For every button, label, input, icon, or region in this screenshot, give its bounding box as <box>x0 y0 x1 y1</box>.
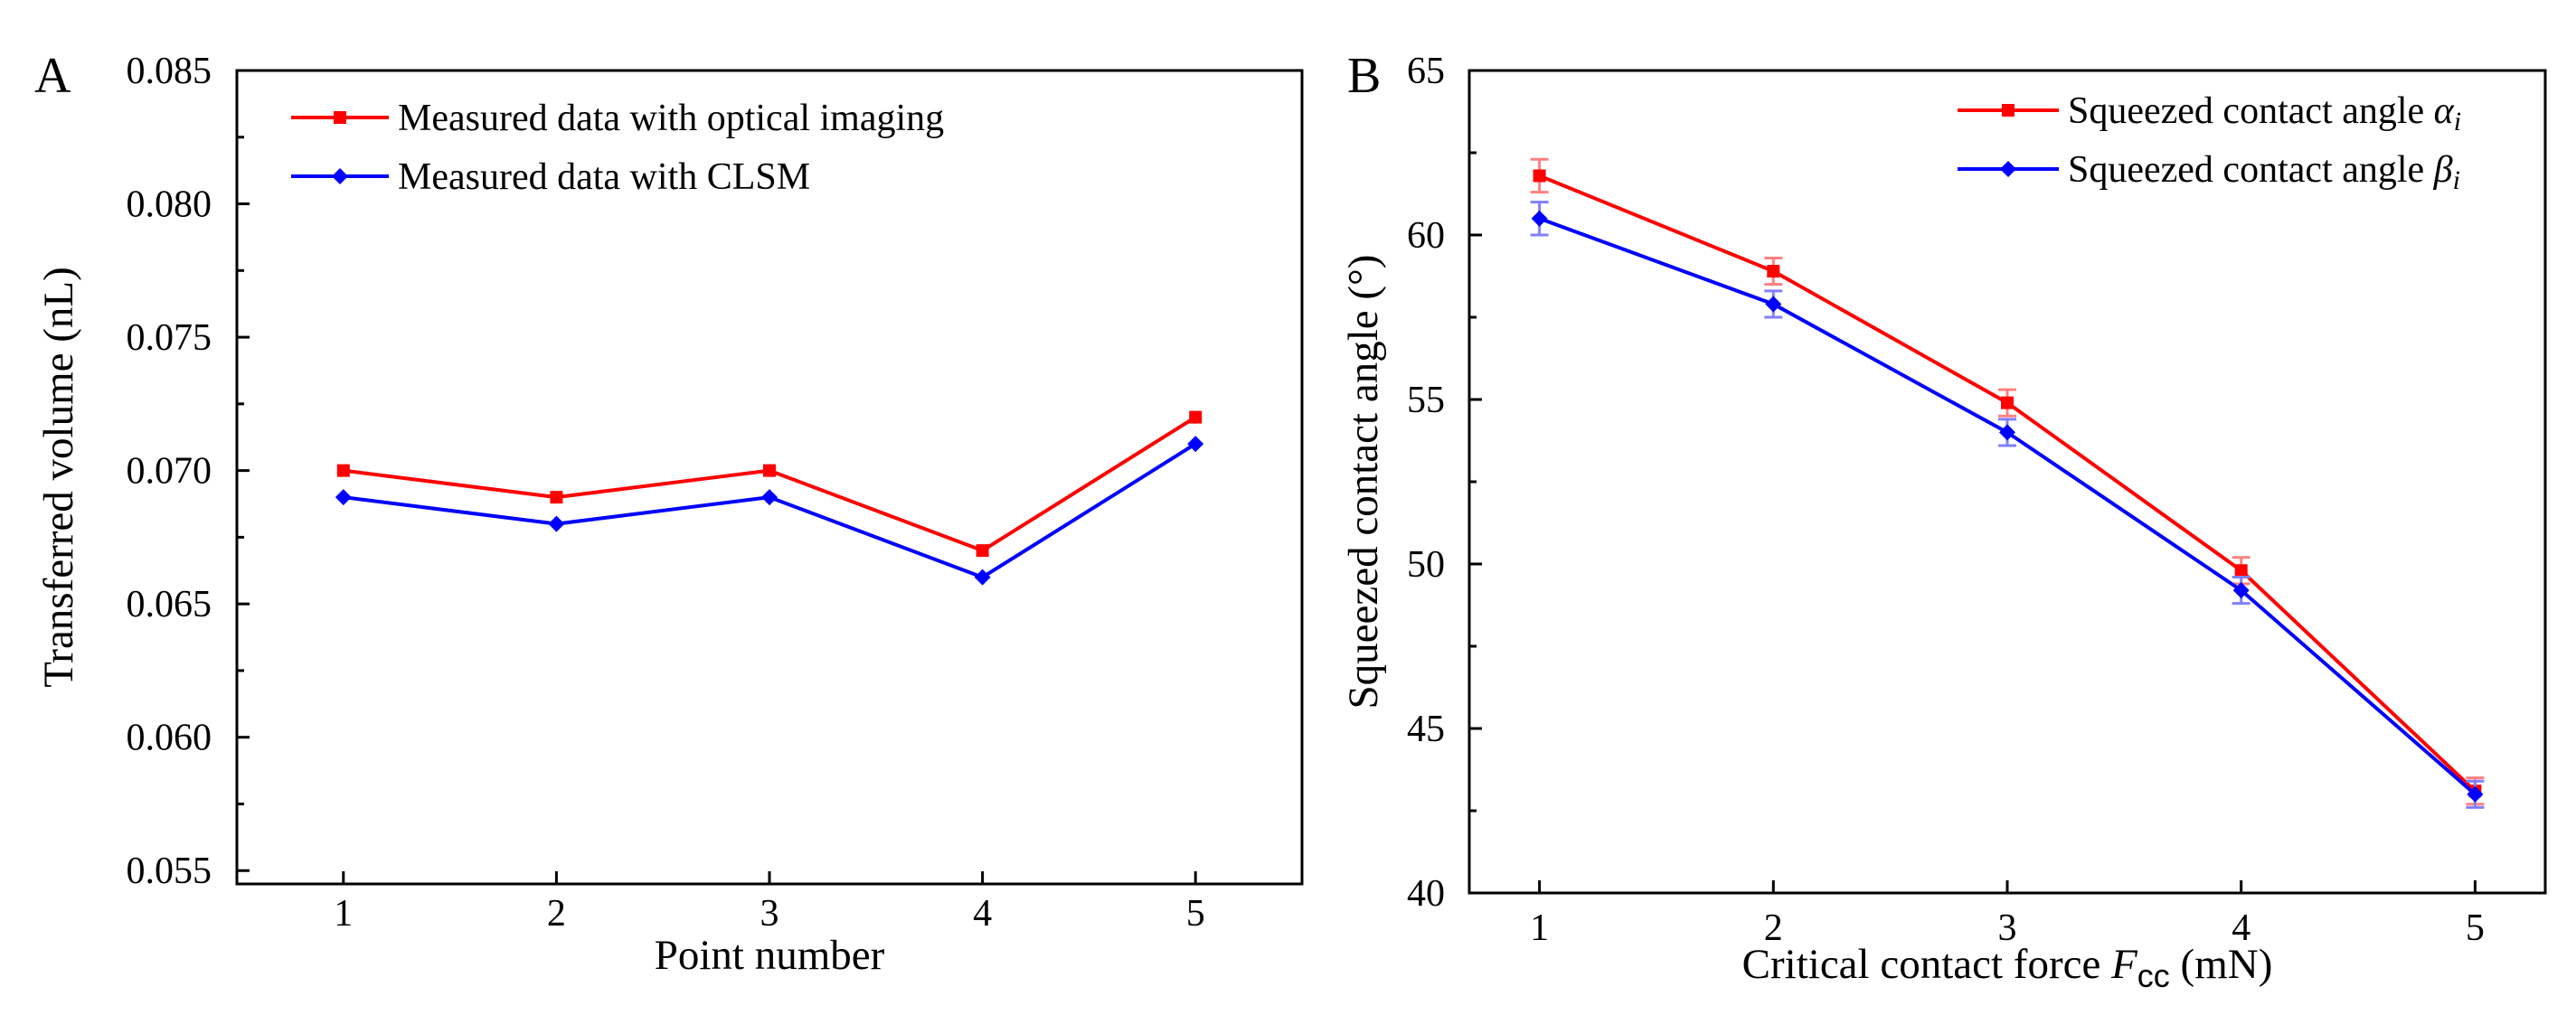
panel-b-x-axis: 1 2 3 4 5 <box>1530 880 2485 949</box>
panel-a-series-2-point <box>761 489 778 506</box>
panel-a-series-1-point <box>976 544 989 558</box>
panel-a-x-tick-label: 5 <box>1186 893 1205 935</box>
panel-a-label: A <box>34 48 71 104</box>
panel-a-y-tick-label: 0.070 <box>127 451 212 493</box>
panel-b-y-tick-label: 65 <box>1407 51 1445 92</box>
panel-a-y-tick-label: 0.075 <box>127 317 212 359</box>
legend-b-label-2-symbol: β <box>2433 149 2453 191</box>
panel-a-y-axis: 0.055 0.060 0.065 0.070 0.075 0.080 0.085 <box>127 51 250 892</box>
panel-a-series-2-point <box>548 515 565 532</box>
panel-a-series-2-point <box>974 569 991 586</box>
panel-b-series-1-point <box>1767 265 1780 278</box>
panel-a-series-1-point <box>763 464 776 477</box>
panel-b-x-tick-label: 1 <box>1530 907 1549 949</box>
panel-b-series-2-point <box>2232 582 2250 599</box>
legend-b-label-1-symbol: α <box>2434 90 2455 132</box>
panel-a-y-tick-label: 0.080 <box>127 184 212 226</box>
panel-b-x-tick-label: 2 <box>1764 907 1783 949</box>
panel-b-x-tick-label: 3 <box>1998 907 2017 949</box>
panel-b-y-tick-label: 55 <box>1407 380 1445 421</box>
legend-a-marker-2 <box>332 168 348 184</box>
panel-b-plot-frame <box>1467 69 2547 895</box>
panel-b-y-tick-label: 45 <box>1407 709 1445 750</box>
panel-a-y-tick-label: 0.055 <box>127 851 212 892</box>
panel-a-series-1-point <box>550 491 563 504</box>
panel-a-y-tick-label: 0.065 <box>127 584 212 625</box>
panel-b-y-axis: 40 45 50 55 60 65 <box>1407 51 1482 915</box>
panel-b-series-2-point <box>1765 296 1782 313</box>
panel-a-series <box>335 410 1204 586</box>
panel-a-x-tick-label: 4 <box>973 893 992 935</box>
panel-b-y-tick-label: 40 <box>1407 873 1445 915</box>
panel-b-x-title-prefix: Critical contact force <box>1742 941 2111 988</box>
panel-a-x-axis-title: Point number <box>655 932 885 979</box>
panel-a-y-axis-title: Transferred volume (nL) <box>35 267 82 688</box>
panel-b-legend: Squeezed contact angle αi Squeezed conta… <box>1958 90 2461 195</box>
panel-a-series-1-point <box>336 464 350 477</box>
panel-b-x-title-symbol: F <box>2110 941 2138 988</box>
legend-b-label-2-prefix: Squeezed contact angle <box>2068 149 2434 191</box>
panel-b-series-2-line <box>1538 216 2477 796</box>
panel-a-series-2-point <box>335 489 352 506</box>
panel-b-label: B <box>1347 48 1381 104</box>
panel-a-y-tick-label: 0.085 <box>127 51 212 92</box>
legend-b-label-2-subscript: i <box>2453 165 2460 195</box>
panel-a-x-tick-label: 2 <box>547 893 566 935</box>
legend-a-marker-1 <box>334 111 346 124</box>
panel-a: A 0.055 0.060 0.065 0.070 0.075 0.080 0.085 1 2… <box>34 48 1304 979</box>
panel-b-series-1-point <box>2234 564 2248 578</box>
panel-b-series-2-point <box>1531 210 1548 227</box>
panel-a-x-axis: 1 2 3 4 5 <box>334 871 1205 935</box>
legend-a-label-2: Measured data with CLSM <box>398 156 810 198</box>
panel-b-y-tick-label: 60 <box>1407 215 1445 257</box>
panel-b-x-tick-label: 5 <box>2466 907 2485 949</box>
panel-b-x-title-subscript: cc <box>2137 957 2170 994</box>
legend-b-label-1-subscript: i <box>2454 107 2461 136</box>
panel-b-series <box>1530 157 2485 809</box>
panel-a-series-2-line <box>343 442 1197 579</box>
panel-a-series-2-point <box>1187 436 1204 453</box>
panel-b-series-2-point <box>2467 785 2484 803</box>
panel-b-series-1-point <box>2001 396 2014 409</box>
legend-b-label-1-prefix: Squeezed contact angle <box>2068 90 2434 132</box>
legend-b-marker-1 <box>2002 104 2015 117</box>
legend-b-label-2: Squeezed contact angle βi <box>2068 149 2460 195</box>
panel-b-y-axis-title: Squeezed contact angle (°) <box>1340 255 1387 710</box>
panel-b-x-axis-title: Critical contact force Fcc (mN) <box>1742 941 2273 994</box>
panel-b-x-title-suffix: (mN) <box>2170 941 2273 988</box>
panel-b-y-tick-label: 50 <box>1407 544 1445 586</box>
legend-a-label-1: Measured data with optical imaging <box>398 98 944 139</box>
panel-a-x-tick-label: 1 <box>334 893 353 935</box>
panel-b-series-1-point <box>1533 169 1546 183</box>
panel-b-series-2-point <box>1999 424 2015 441</box>
panel-a-series-1-line <box>343 415 1197 553</box>
legend-b-marker-2 <box>2000 161 2016 177</box>
panel-b-x-tick-label: 4 <box>2232 907 2250 949</box>
legend-b-label-1: Squeezed contact angle αi <box>2068 90 2461 136</box>
panel-a-x-tick-label: 3 <box>760 893 779 935</box>
panel-a-y-tick-label: 0.060 <box>127 718 212 759</box>
panel-a-series-1-point <box>1189 410 1203 424</box>
panel-a-legend: Measured data with optical imaging Measu… <box>291 98 944 198</box>
